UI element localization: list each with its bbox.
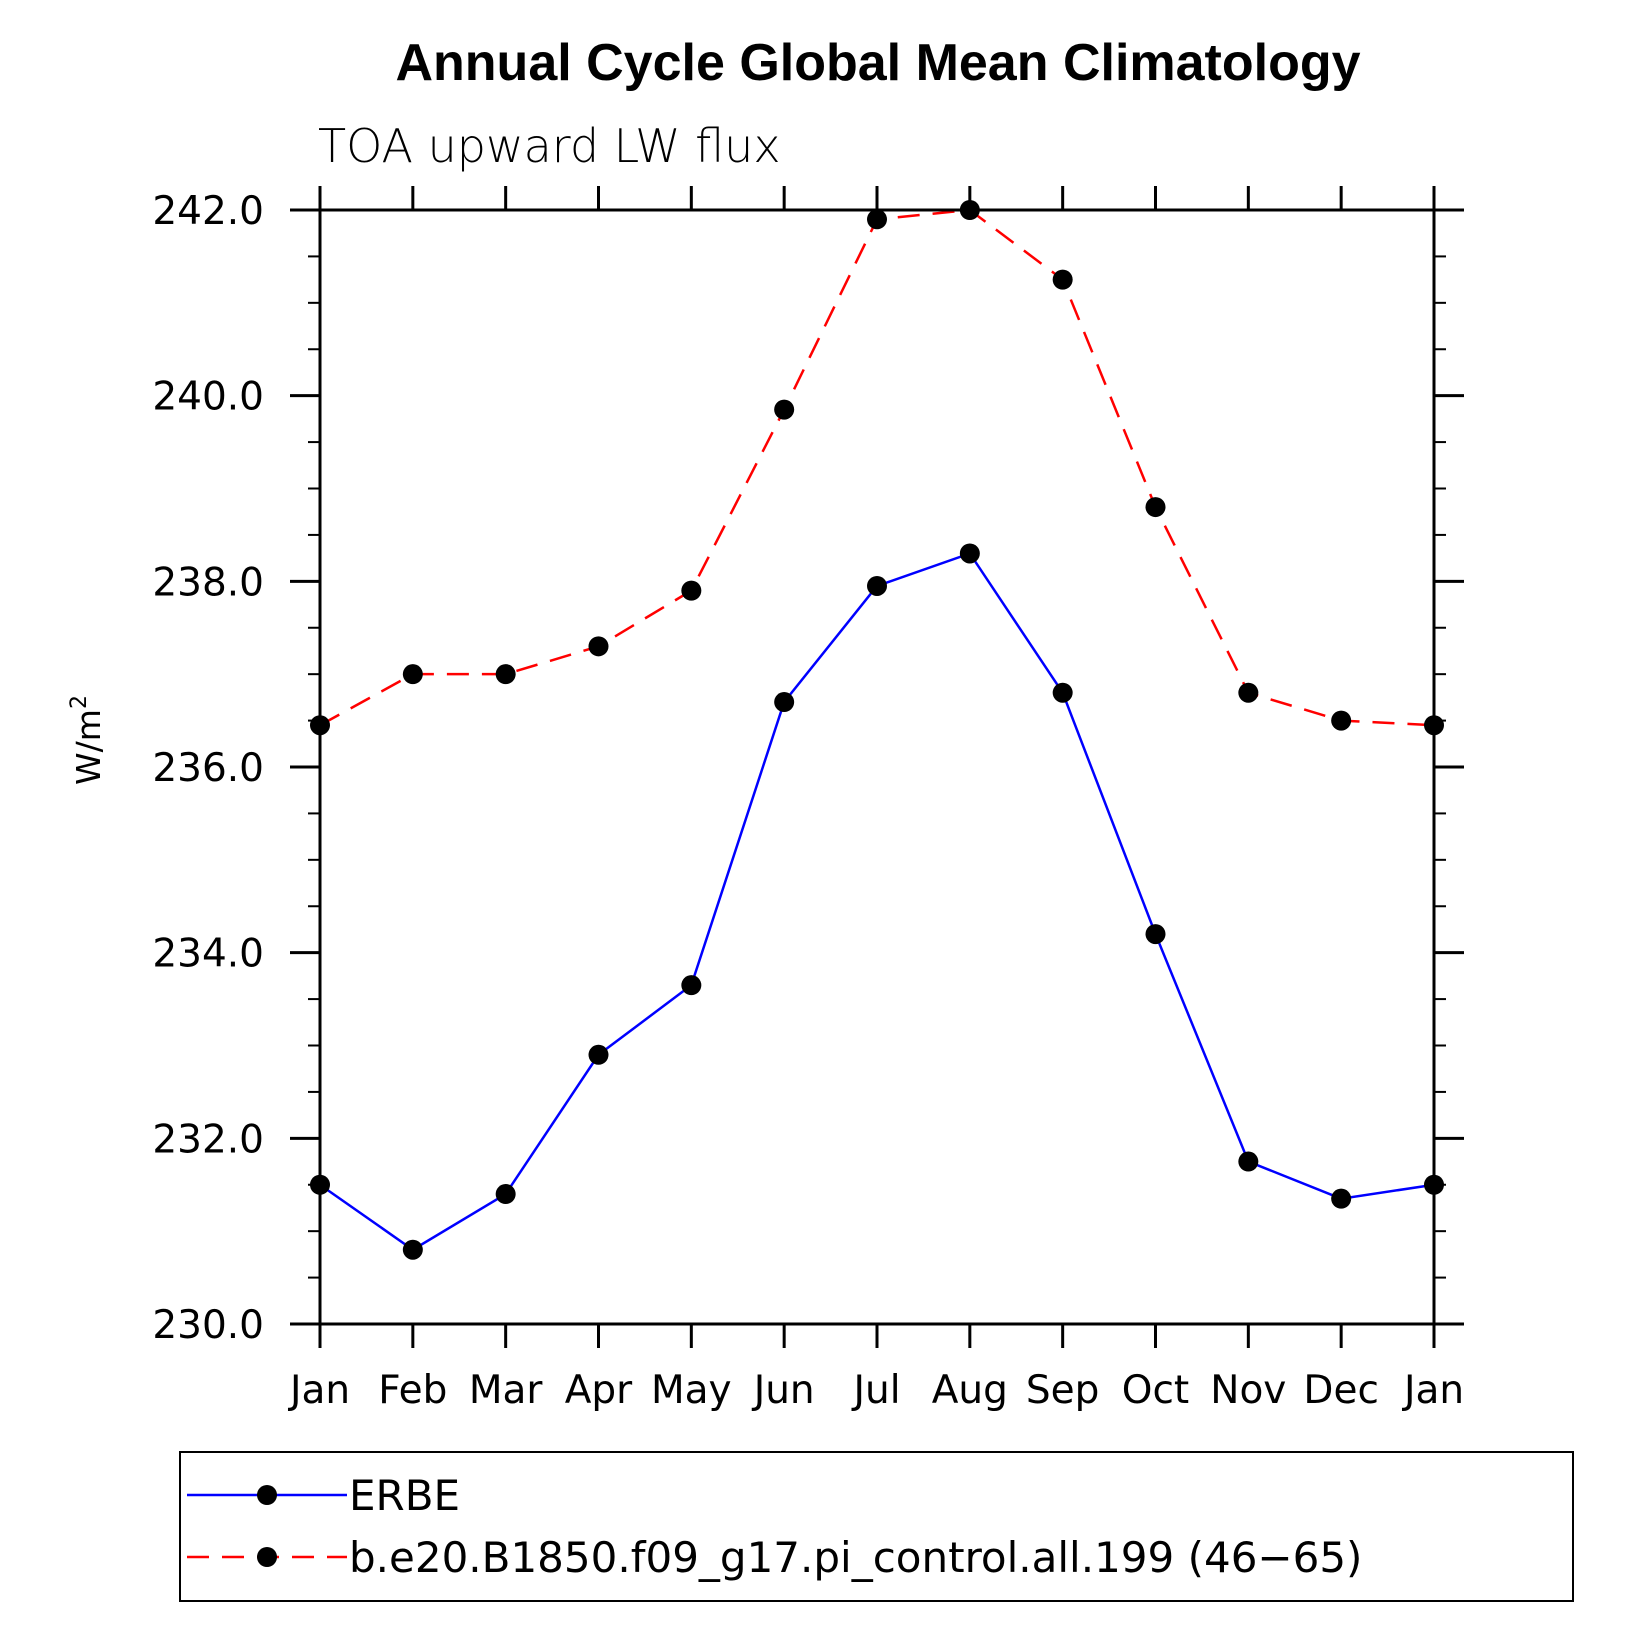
data-point-model: [1238, 682, 1259, 703]
y-tick-label: 232.0: [152, 1117, 264, 1162]
x-tick-label: Sep: [1026, 1368, 1100, 1413]
series-line-model: [319, 208, 1435, 727]
x-tick-label: Feb: [378, 1368, 447, 1413]
data-point-model: [588, 636, 609, 657]
data-point-model: [1145, 497, 1166, 518]
y-tick-label: 238.0: [152, 560, 264, 605]
data-point-erbe: [681, 975, 702, 996]
data-point-erbe: [1331, 1188, 1352, 1209]
legend-box: [179, 1451, 1574, 1602]
x-tick-label: May: [651, 1368, 732, 1413]
y-axis-label-text: W/m: [69, 709, 108, 785]
data-point-erbe: [495, 1184, 516, 1205]
x-tick-label: Jun: [751, 1368, 815, 1413]
data-point-erbe: [1238, 1151, 1259, 1172]
legend-marker-erbe: [257, 1485, 277, 1505]
data-point-model: [774, 399, 795, 420]
data-point-erbe: [1145, 924, 1166, 945]
data-point-erbe: [774, 692, 795, 713]
data-point-model: [1052, 269, 1073, 290]
x-tick-label: Nov: [1210, 1368, 1286, 1413]
data-point-model: [867, 209, 887, 230]
x-tick-label: Jan: [1401, 1368, 1464, 1413]
data-point-model: [402, 664, 423, 685]
x-tick-label: Jul: [850, 1368, 900, 1413]
plot-series: [310, 200, 1444, 1260]
data-point-erbe: [959, 543, 980, 564]
y-tick-label: 234.0: [152, 932, 264, 977]
y-tick-label: 242.0: [152, 189, 264, 234]
data-point-model: [495, 664, 516, 685]
tick-labels: Jan Feb Mar Apr May Jun Jul Aug Sep Oct Nov Dec Jan 2…: [152, 189, 1464, 1413]
legend-marker-model: [257, 1547, 277, 1567]
legend-label-erbe: ERBE: [349, 1471, 460, 1520]
y-axis-label: W/m2: [67, 695, 108, 785]
x-tick-label: Dec: [1303, 1368, 1378, 1413]
svg-text:W/m2: W/m2: [67, 695, 108, 785]
axis-ticks: [290, 186, 1464, 1348]
x-tick-label: Mar: [469, 1368, 544, 1413]
y-axis-label-superscript: 2: [67, 695, 92, 709]
legend: ERBE b.e20.B1850.f09_g17.pi_control.all.…: [179, 1451, 1574, 1602]
data-point-erbe: [867, 575, 887, 596]
x-tick-label: Oct: [1122, 1368, 1189, 1413]
y-tick-label: 236.0: [152, 746, 264, 791]
x-tick-label: Aug: [932, 1368, 1008, 1413]
x-tick-label: Jan: [287, 1368, 350, 1413]
plot-frame: [318, 208, 1436, 1326]
y-tick-label: 230.0: [152, 1303, 264, 1348]
data-point-erbe: [588, 1044, 609, 1065]
chart-title: Annual Cycle Global Mean Climatology: [395, 34, 1360, 92]
y-tick-label: 240.0: [152, 375, 264, 420]
chart-subtitle: TOA upward LW flux: [318, 119, 781, 173]
data-point-erbe: [1052, 682, 1073, 703]
data-point-model: [681, 580, 702, 601]
data-point-erbe: [402, 1239, 423, 1260]
data-point-model: [1331, 710, 1352, 731]
legend-label-model: b.e20.B1850.f09_g17.pi_control.all.199 (…: [349, 1533, 1362, 1582]
x-tick-label: Apr: [565, 1368, 633, 1413]
series-line-erbe: [319, 551, 1435, 1252]
